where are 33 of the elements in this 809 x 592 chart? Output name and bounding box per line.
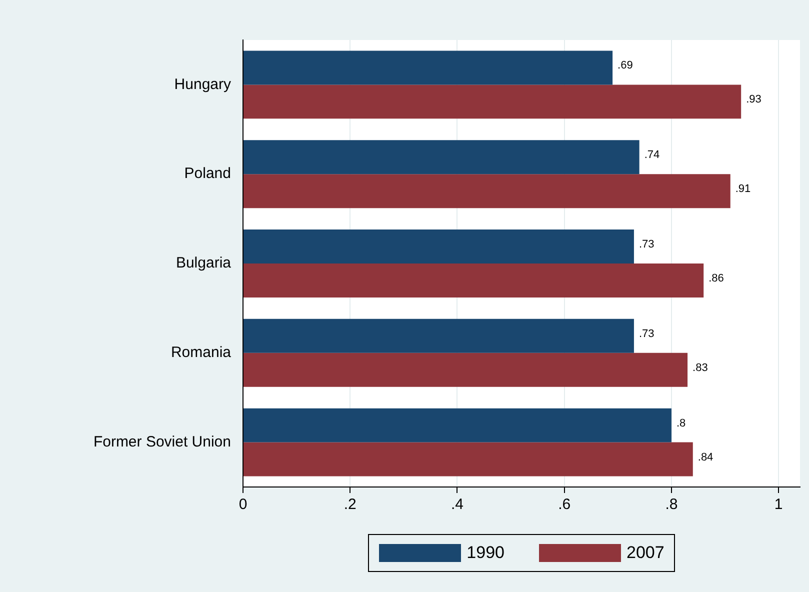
data-label: .69 xyxy=(618,60,633,72)
data-label: .74 xyxy=(644,149,660,162)
legend-label: 2007 xyxy=(626,543,664,562)
data-label: .84 xyxy=(698,451,714,464)
bar xyxy=(244,174,730,208)
x-tick-label: .4 xyxy=(450,496,464,514)
x-tick-label: 1 xyxy=(774,496,783,514)
y-tick-label: Poland xyxy=(184,165,231,182)
data-label: .73 xyxy=(638,328,654,340)
bar xyxy=(244,352,688,387)
x-tick-label: .2 xyxy=(344,496,356,514)
y-tick-label: Hungary xyxy=(174,76,232,93)
bar xyxy=(244,230,634,264)
data-label: .93 xyxy=(746,94,762,106)
bar xyxy=(244,84,742,119)
data-label: .91 xyxy=(735,183,751,196)
data-label: .83 xyxy=(692,362,708,374)
y-tick-label: Former Soviet Union xyxy=(93,433,231,450)
y-tick-label: Bulgaria xyxy=(176,254,232,272)
x-tick-label: .8 xyxy=(665,496,678,514)
x-tick-label: 0 xyxy=(238,496,248,514)
bar xyxy=(244,50,613,85)
legend-label: 1990 xyxy=(466,543,504,562)
bar xyxy=(244,318,634,353)
bar xyxy=(244,408,672,442)
bar xyxy=(244,140,640,174)
data-label: .73 xyxy=(638,238,654,251)
data-label: .86 xyxy=(708,272,724,285)
y-tick-label: Romania xyxy=(170,344,232,362)
x-tick-label: .6 xyxy=(558,496,571,514)
bar xyxy=(244,264,704,298)
data-label: .8 xyxy=(676,417,686,430)
bar xyxy=(244,442,693,476)
